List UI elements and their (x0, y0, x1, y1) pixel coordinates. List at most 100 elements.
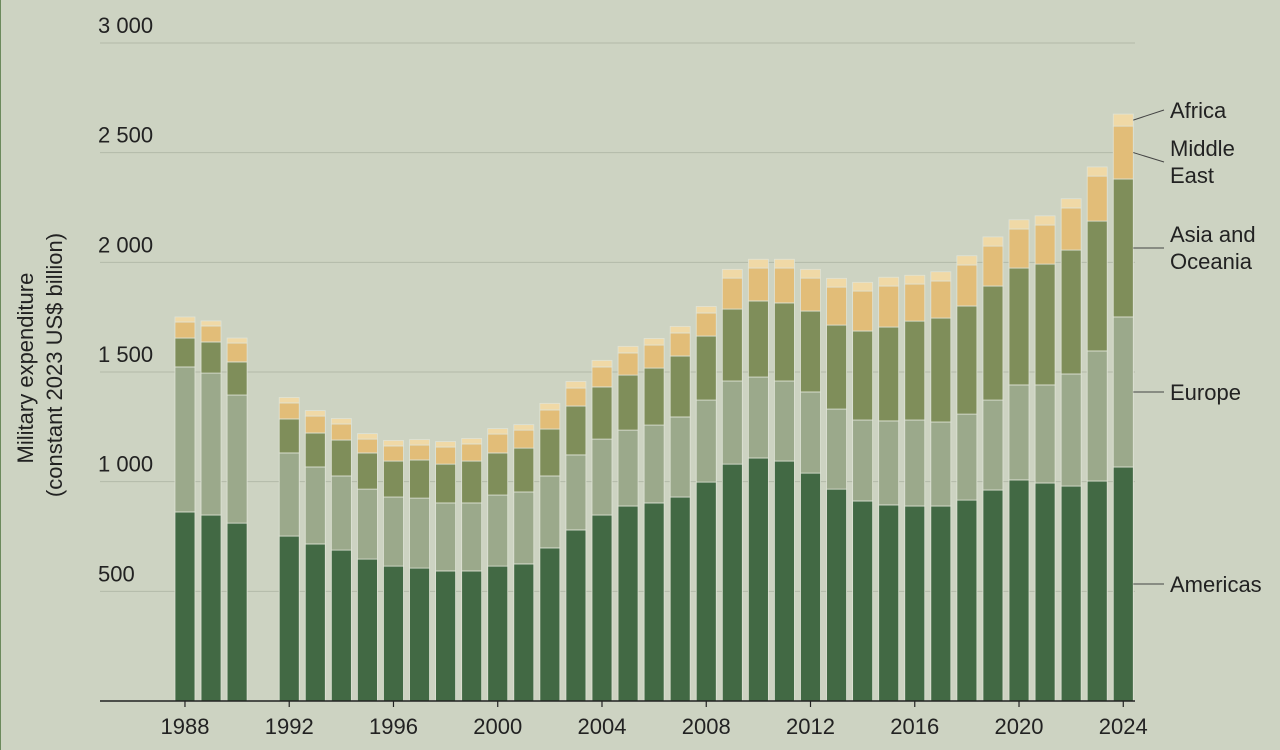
bar-segment (826, 408, 847, 490)
bar-segment (226, 342, 248, 363)
bar-segment (591, 359, 613, 368)
bar-segment (904, 505, 926, 702)
bar-segment (304, 466, 326, 545)
bar-segment (1086, 166, 1108, 177)
bar-segment (461, 438, 483, 445)
bar-segment (539, 547, 561, 702)
bar-segment (200, 320, 222, 327)
bar-segment (956, 305, 978, 415)
bar-segment (1060, 373, 1082, 487)
bar-segment (200, 372, 222, 516)
bar-segment (591, 438, 613, 516)
bar-segment (930, 271, 952, 282)
bar-segment (409, 439, 430, 446)
bar-segment (200, 514, 222, 702)
bar-segment (357, 433, 378, 440)
bar-segment (174, 337, 196, 368)
legend-label: Africa (1170, 97, 1227, 123)
bar-segment (513, 424, 535, 431)
bar-segment (383, 496, 404, 567)
bar-segment (774, 302, 795, 382)
bar-segment (826, 286, 847, 326)
bar-segment (695, 306, 717, 314)
bar-segment (435, 441, 457, 448)
bar-segment (357, 488, 378, 560)
bar-segment (747, 267, 769, 302)
bar-segment (1008, 267, 1030, 386)
bar-segment (591, 514, 613, 702)
bar-segment (539, 409, 561, 430)
x-tick-label: 1988 (160, 714, 209, 739)
bar-segment (357, 438, 378, 454)
bar-segment (1086, 220, 1108, 352)
bar-segment (461, 570, 483, 702)
bar-segment (852, 281, 874, 292)
bar-segment (956, 255, 978, 266)
bar-segment (383, 445, 404, 462)
bar-segment (878, 285, 900, 328)
bar-segment (357, 558, 378, 702)
bar-segment (617, 505, 639, 702)
bar-segment (800, 472, 821, 702)
bar-segment (539, 428, 561, 477)
bar-segment (1008, 384, 1030, 481)
bar-segment (226, 361, 248, 396)
bar-segment (226, 522, 248, 702)
bar-segment (930, 280, 952, 319)
bar-segment (826, 488, 847, 702)
bar-segment (721, 308, 743, 382)
bar-segment (826, 277, 847, 288)
bar-segment (1086, 350, 1108, 482)
bar-segment (174, 511, 196, 702)
bar-segment (591, 386, 613, 440)
bar-segment (956, 499, 978, 702)
bar-segment (565, 405, 587, 456)
bar-segment (747, 300, 769, 378)
bar-segment (200, 325, 222, 343)
bar-segment (591, 366, 613, 388)
bar-segment (1008, 228, 1030, 269)
bar-segment (982, 236, 1004, 247)
x-tick-label: 2012 (786, 714, 835, 739)
bar-segment (669, 355, 691, 418)
y-tick-label: 3 000 (98, 13, 153, 38)
bar-segment (513, 447, 535, 493)
bar-segment (461, 502, 483, 572)
bar-segment (278, 397, 300, 404)
bar-segment (643, 367, 665, 426)
bar-segment (278, 402, 300, 420)
bar-segment (878, 420, 900, 506)
x-tick-label: 1996 (369, 714, 418, 739)
x-tick-label: 2024 (1099, 714, 1148, 739)
bar-segment (800, 268, 821, 279)
bar-segment (278, 452, 300, 537)
bar-segment (435, 570, 457, 702)
bar-segment (383, 565, 404, 702)
bar-segment (695, 335, 717, 401)
y-tick-label: 2 500 (98, 123, 153, 148)
bar-segment (669, 325, 691, 334)
bar-segment (1112, 113, 1134, 127)
bar-segment (982, 285, 1004, 401)
bar-segment (330, 418, 352, 425)
bar-segment (226, 337, 248, 344)
x-tick-label: 2008 (682, 714, 731, 739)
bar-segment (1008, 219, 1030, 230)
bar-segment (435, 463, 457, 504)
bar-segment (1112, 316, 1134, 468)
y-tick-label: 1 000 (98, 452, 153, 477)
bar-segment (617, 429, 639, 507)
bar-segment (1112, 466, 1134, 702)
bar-segment (1086, 175, 1108, 222)
bar-segment (800, 310, 821, 393)
bar-segment (174, 321, 196, 339)
bar-segment (774, 380, 795, 462)
bar-segment (304, 415, 326, 434)
bar-segment (1086, 480, 1108, 702)
bar-segment (383, 440, 404, 447)
bar-segment (200, 341, 222, 374)
bar-segment (278, 535, 300, 702)
legend-leader (1133, 109, 1165, 121)
bar-segment (461, 443, 483, 462)
bar-segment (513, 491, 535, 565)
